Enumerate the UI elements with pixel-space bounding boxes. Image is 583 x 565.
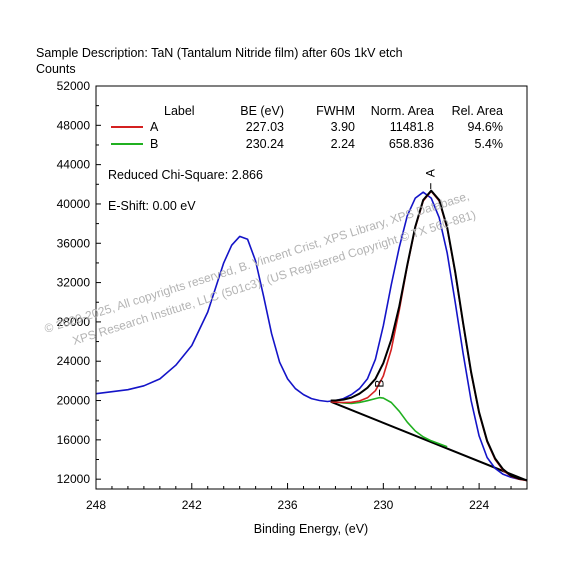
table-row-a-label: A: [150, 120, 159, 134]
y-units-label: Counts: [36, 62, 76, 76]
table-row-b-fwhm: 2.24: [331, 137, 355, 151]
peak-markers: AB: [373, 169, 438, 396]
table-header-be: BE (eV): [240, 104, 284, 118]
chi-square-annotation: Reduced Chi-Square: 2.866: [108, 168, 263, 182]
y-tick-label: 28000: [57, 315, 91, 329]
y-tick-label: 20000: [57, 394, 91, 408]
table-row-a-area: 11481.8: [390, 120, 434, 134]
x-tick-label: 236: [278, 498, 298, 512]
x-axis-label: Binding Energy, (eV): [254, 522, 368, 536]
table-row-b-area: 658.836: [389, 137, 434, 151]
eshift-annotation: E-Shift: 0.00 eV: [108, 199, 196, 213]
y-tick-label: 36000: [57, 236, 91, 250]
watermark-line-1: © 2020-2025, All copyrights reserved, B.…: [43, 189, 471, 336]
y-tick-label: 52000: [57, 79, 91, 93]
y-tick-label: 16000: [57, 433, 91, 447]
y-tick-label: 48000: [57, 118, 91, 132]
table-row-b-rel: 5.4%: [475, 137, 504, 151]
x-tick-label: 224: [469, 498, 489, 512]
x-tick-label: 242: [182, 498, 202, 512]
peak-label: B: [373, 380, 387, 388]
peak-label: A: [424, 169, 438, 177]
y-tick-label: 32000: [57, 276, 91, 290]
table-row-b-label: B: [150, 137, 158, 151]
table-row-b-be: 230.24: [246, 137, 284, 151]
legend-table: Label BE (eV) FWHM Norm. Area Rel. Area …: [111, 104, 503, 151]
y-tick-label: 40000: [57, 197, 91, 211]
y-tick-label: 12000: [57, 472, 91, 486]
series-component-B: [330, 396, 448, 448]
table-header-label: Label: [164, 104, 195, 118]
plot-series: [95, 189, 528, 482]
y-tick-label: 44000: [57, 158, 91, 172]
series-raw-spectrum: [95, 191, 528, 481]
table-header-area: Norm. Area: [371, 104, 434, 118]
x-tick-label: 230: [373, 498, 393, 512]
sample-description: Sample Description: TaN (Tantalum Nitrid…: [36, 46, 403, 60]
table-header-rel: Rel. Area: [452, 104, 503, 118]
table-row-a-be: 227.03: [246, 120, 284, 134]
series-envelope: [330, 189, 528, 482]
table-header-fwhm: FWHM: [316, 104, 355, 118]
y-tick-label: 24000: [57, 354, 91, 368]
table-row-a-fwhm: 3.90: [331, 120, 355, 134]
axis-tick-labels: 12000 16000 20000 24000 28000 32000 36000 40000…: [57, 79, 490, 512]
x-tick-label: 248: [86, 498, 106, 512]
watermark-line-2: XPS Research Institute, LLC (501c3), (US…: [71, 208, 478, 348]
series-background: [330, 400, 528, 482]
table-row-a-rel: 94.6%: [468, 120, 503, 134]
plot-frame: [95, 85, 528, 490]
